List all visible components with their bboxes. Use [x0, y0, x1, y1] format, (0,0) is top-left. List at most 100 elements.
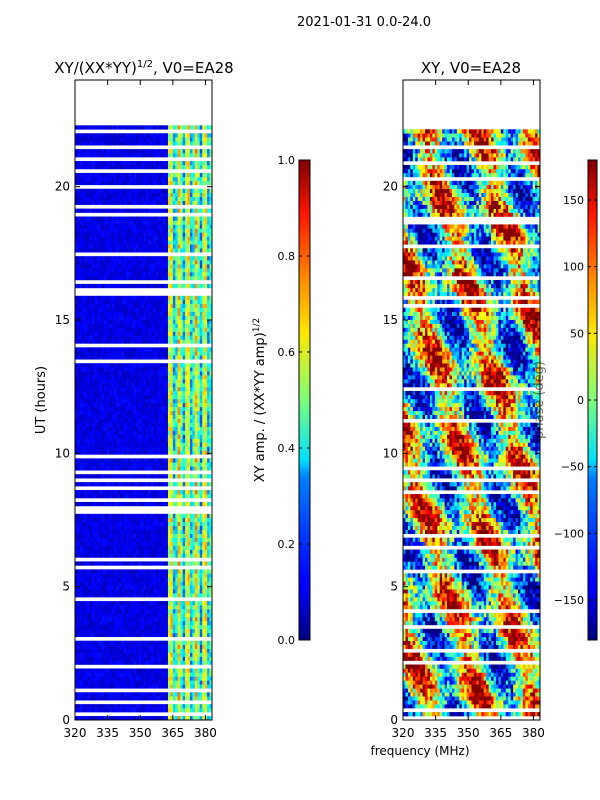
heatmap-cell	[202, 676, 206, 681]
heatmap-cell	[99, 640, 103, 645]
heatmap-cell	[138, 450, 142, 455]
heatmap-cell	[143, 553, 147, 558]
heatmap-cell	[109, 553, 113, 558]
heatmap-cell	[143, 434, 147, 439]
heatmap-cell	[202, 680, 206, 685]
heatmap-cell	[84, 339, 88, 344]
heatmap-cell	[163, 501, 166, 507]
heatmap-cell	[160, 660, 164, 665]
heatmap-cell	[170, 517, 174, 523]
heatmap-cell	[182, 406, 186, 412]
heatmap-cell	[194, 624, 198, 630]
heatmap-cell	[175, 585, 179, 590]
heatmap-cell	[177, 672, 181, 677]
heatmap-cell	[202, 303, 206, 308]
heatmap-cell	[99, 593, 103, 598]
heatmap-cell	[155, 386, 159, 392]
heatmap-cell	[199, 616, 203, 622]
heatmap-cell	[209, 430, 212, 435]
heatmap-cell	[97, 371, 100, 376]
heatmap-cell	[182, 501, 186, 507]
heatmap-cell	[143, 537, 147, 542]
heatmap-cell	[167, 573, 171, 578]
heatmap-cell	[204, 442, 208, 447]
heatmap-cell	[163, 490, 166, 495]
heatmap-cell	[209, 315, 212, 320]
heatmap-cell	[131, 569, 135, 574]
heatmap-cell	[204, 609, 208, 614]
heatmap-cell	[153, 383, 157, 388]
heatmap-cell	[158, 569, 162, 574]
heatmap-cell	[202, 513, 206, 519]
heatmap-cell	[97, 379, 100, 384]
heatmap-cell	[77, 363, 81, 368]
heatmap-cell	[145, 394, 149, 400]
heatmap-cell	[128, 708, 132, 713]
heatmap-cell	[79, 620, 83, 626]
heatmap-cell	[175, 442, 179, 447]
heatmap-cell	[138, 414, 142, 419]
heatmap-cell	[175, 549, 179, 554]
heatmap-cell	[89, 466, 93, 471]
heatmap-cell	[75, 549, 78, 554]
heatmap-cell	[192, 307, 196, 312]
heatmap-cell	[207, 335, 210, 340]
heatmap-cell	[116, 585, 120, 590]
heatmap-cell	[99, 581, 103, 586]
heatmap-cell	[204, 363, 208, 368]
heatmap-cell	[116, 462, 120, 467]
heatmap-cell	[101, 517, 105, 523]
heatmap-cell	[197, 371, 201, 376]
heatmap-cell	[172, 620, 176, 626]
heatmap-cell	[204, 537, 208, 542]
heatmap-cell	[136, 537, 140, 542]
heatmap-cell	[165, 696, 169, 701]
heatmap-cell	[126, 624, 130, 630]
heatmap-cell	[204, 644, 208, 649]
heatmap-cell	[119, 327, 122, 332]
heatmap-cell	[131, 347, 135, 352]
heatmap-cell	[185, 640, 188, 645]
heatmap-cell	[153, 426, 157, 431]
heatmap-cell	[133, 541, 137, 546]
heatmap-cell	[185, 672, 188, 677]
heatmap-cell	[136, 418, 140, 423]
heatmap-cell	[116, 668, 120, 673]
heatmap-cell	[92, 466, 95, 471]
heatmap-cell	[155, 517, 159, 523]
heatmap-cell	[82, 458, 86, 463]
heatmap-cell	[79, 355, 83, 360]
heatmap-cell	[194, 418, 198, 423]
heatmap-cell	[177, 577, 181, 582]
heatmap-cell	[138, 620, 142, 626]
heatmap-cell	[202, 351, 206, 356]
heatmap-cell	[170, 605, 174, 610]
heatmap-cell	[133, 521, 137, 527]
heatmap-cell	[126, 327, 130, 332]
heatmap-cell	[194, 494, 198, 499]
heatmap-cell	[104, 418, 108, 423]
heatmap-cell	[89, 494, 93, 499]
heatmap-cell	[153, 501, 157, 507]
heatmap-cell	[204, 521, 208, 527]
heatmap-cell	[121, 355, 125, 360]
heatmap-cell	[77, 390, 81, 396]
heatmap-cell	[202, 644, 206, 649]
heatmap-cell	[94, 311, 98, 316]
heatmap-cell	[189, 648, 193, 653]
heatmap-cell	[133, 367, 137, 372]
heatmap-cell	[153, 438, 157, 443]
heatmap-cell	[121, 569, 125, 574]
heatmap-cell	[97, 390, 100, 396]
heatmap-cell	[153, 593, 157, 598]
heatmap-cell	[204, 434, 208, 439]
heatmap-cell	[194, 438, 198, 443]
heatmap-cell	[185, 490, 188, 495]
heatmap-cell	[189, 676, 193, 681]
heatmap-cell	[136, 402, 140, 408]
heatmap-cell	[104, 371, 108, 376]
heatmap-cell	[114, 612, 117, 618]
heatmap-cell	[116, 605, 120, 610]
heatmap-cell	[194, 656, 198, 661]
heatmap-cell	[136, 307, 140, 312]
